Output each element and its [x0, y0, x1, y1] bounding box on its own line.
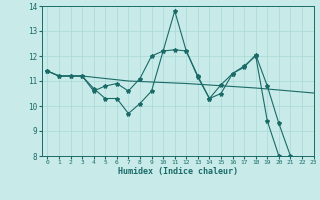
- X-axis label: Humidex (Indice chaleur): Humidex (Indice chaleur): [118, 167, 237, 176]
